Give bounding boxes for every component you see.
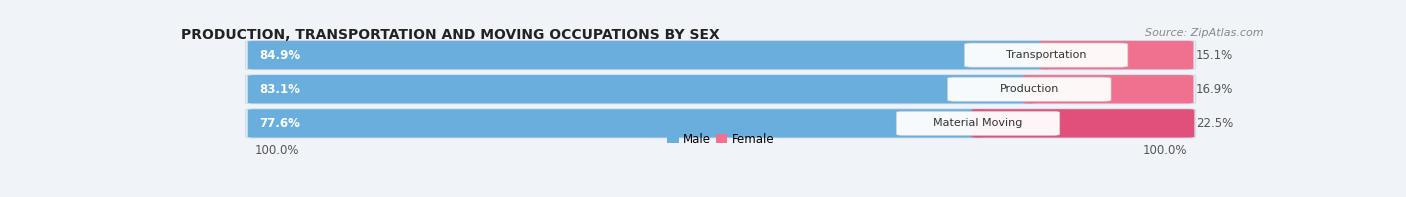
Text: 83.1%: 83.1% bbox=[260, 83, 301, 96]
Text: 77.6%: 77.6% bbox=[260, 117, 301, 130]
Text: 100.0%: 100.0% bbox=[1143, 144, 1187, 157]
Text: Production: Production bbox=[1000, 84, 1059, 94]
FancyBboxPatch shape bbox=[948, 77, 1111, 101]
Text: PRODUCTION, TRANSPORTATION AND MOVING OCCUPATIONS BY SEX: PRODUCTION, TRANSPORTATION AND MOVING OC… bbox=[181, 28, 720, 42]
Legend: Male, Female: Male, Female bbox=[662, 128, 779, 151]
FancyBboxPatch shape bbox=[246, 75, 1195, 104]
Text: 100.0%: 100.0% bbox=[254, 144, 298, 157]
FancyBboxPatch shape bbox=[896, 111, 1060, 135]
Text: Transportation: Transportation bbox=[1005, 50, 1087, 60]
Text: 15.1%: 15.1% bbox=[1195, 49, 1233, 62]
FancyBboxPatch shape bbox=[1039, 41, 1194, 69]
FancyBboxPatch shape bbox=[246, 41, 1195, 70]
Text: 84.9%: 84.9% bbox=[260, 49, 301, 62]
FancyBboxPatch shape bbox=[246, 109, 1195, 138]
FancyBboxPatch shape bbox=[965, 43, 1128, 67]
FancyBboxPatch shape bbox=[972, 109, 1195, 138]
Text: 22.5%: 22.5% bbox=[1197, 117, 1234, 130]
Text: 16.9%: 16.9% bbox=[1195, 83, 1233, 96]
Text: Material Moving: Material Moving bbox=[934, 118, 1022, 128]
FancyBboxPatch shape bbox=[247, 75, 1036, 103]
FancyBboxPatch shape bbox=[1022, 75, 1194, 103]
FancyBboxPatch shape bbox=[247, 41, 1053, 69]
Text: Source: ZipAtlas.com: Source: ZipAtlas.com bbox=[1144, 28, 1263, 38]
FancyBboxPatch shape bbox=[247, 109, 984, 138]
